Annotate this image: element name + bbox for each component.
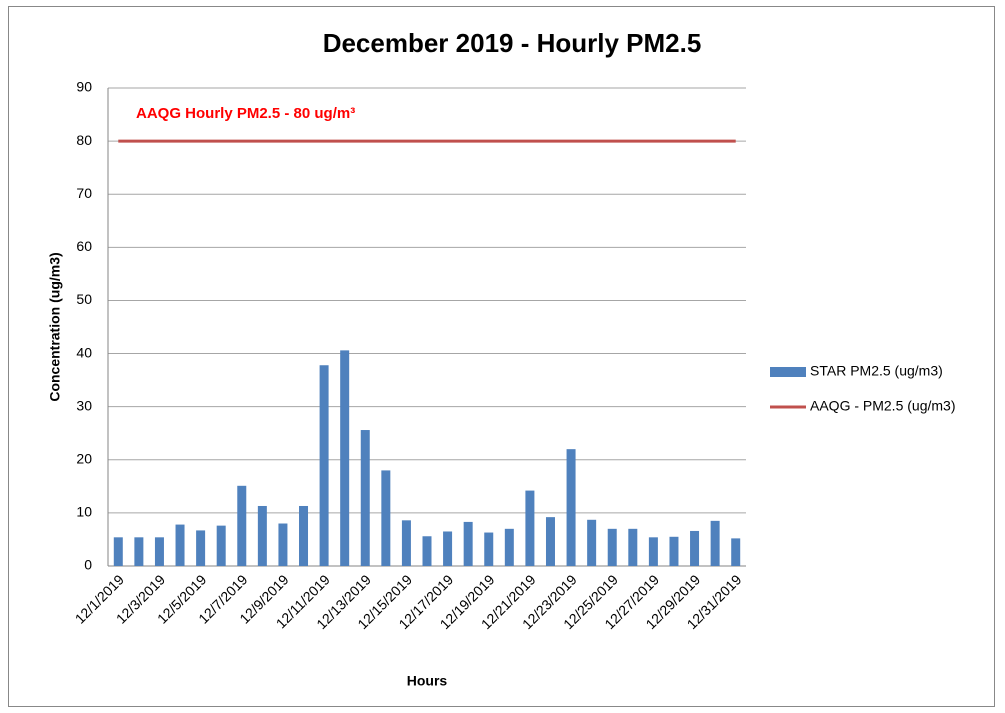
bar [196,530,206,566]
bar [237,485,247,566]
bar [504,528,514,566]
bar [443,531,453,566]
y-tick-label: 80 [76,132,92,148]
bar [648,537,658,566]
y-tick-label: 30 [76,397,92,413]
bar [525,490,535,566]
bar [278,523,288,566]
bar [422,536,432,566]
legend-label: AAQG - PM2.5 (ug/m3) [810,398,955,414]
bar [340,350,350,566]
bar [134,537,144,566]
bar [566,449,576,566]
bar [545,517,555,566]
y-tick-label: 60 [76,238,92,254]
bar [113,537,123,566]
y-tick-label: 20 [76,450,92,466]
annotation: AAQG Hourly PM2.5 - 80 ug/m³ [136,105,355,122]
bar [175,524,185,566]
bar [299,505,309,566]
legend-swatch [770,367,806,377]
bar [710,520,720,566]
bar [484,532,494,566]
bar [628,528,638,566]
y-tick-label: 90 [76,79,92,95]
y-tick-label: 40 [76,344,92,360]
y-axis-label: Concentration (ug/m3) [47,252,63,401]
y-tick-label: 70 [76,185,92,201]
y-tick-label: 10 [76,504,92,520]
bar [401,520,411,566]
bar [587,519,597,566]
chart-border [8,6,995,707]
x-axis-label: Hours [407,673,448,689]
bar [607,528,617,566]
y-tick-label: 50 [76,291,92,307]
bar [154,537,164,566]
bar [381,470,391,566]
y-tick-label: 0 [84,557,92,573]
chart-title: December 2019 - Hourly PM2.5 [323,28,702,58]
bar [669,536,679,566]
bar [731,538,741,566]
legend-label: STAR PM2.5 (ug/m3) [810,363,943,379]
bar [360,430,370,566]
bar [257,505,267,566]
bar [463,521,473,566]
bar [690,530,700,566]
bar [216,525,226,566]
bar [319,365,329,566]
